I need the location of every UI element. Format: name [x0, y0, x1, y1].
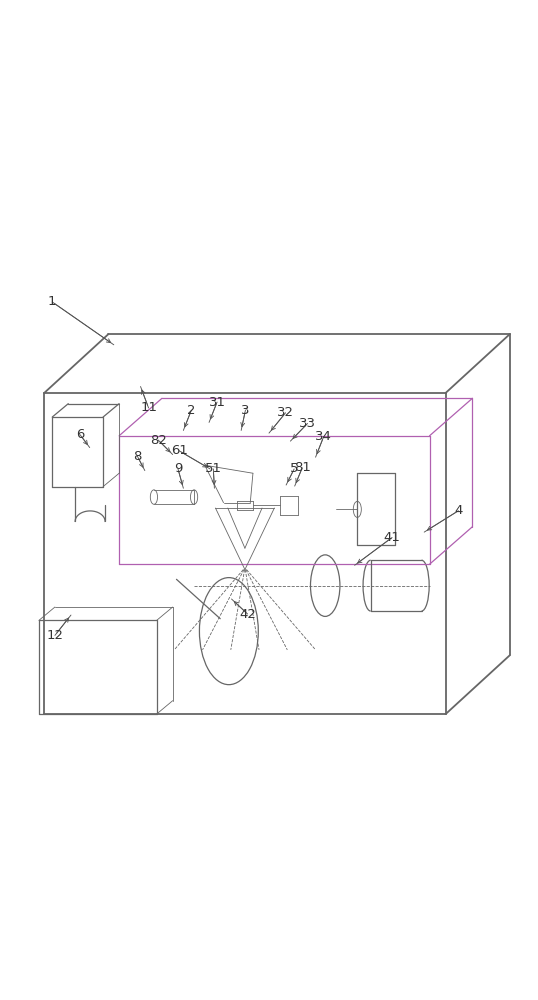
Text: 12: 12: [46, 629, 63, 642]
Text: 42: 42: [239, 608, 256, 621]
Text: 11: 11: [140, 401, 157, 414]
Text: 9: 9: [174, 462, 182, 475]
Text: 8: 8: [133, 450, 141, 463]
Text: 32: 32: [277, 406, 294, 419]
Text: 5: 5: [290, 462, 299, 475]
Text: 82: 82: [150, 434, 167, 447]
Text: 3: 3: [241, 404, 250, 417]
Text: 33: 33: [299, 417, 316, 430]
Text: 51: 51: [205, 462, 222, 475]
Text: 31: 31: [209, 396, 225, 409]
Text: 34: 34: [315, 430, 332, 443]
Text: 41: 41: [384, 531, 400, 544]
Text: 81: 81: [294, 461, 310, 474]
Text: 4: 4: [454, 504, 463, 517]
Text: 1: 1: [48, 295, 56, 308]
Text: 2: 2: [187, 404, 196, 417]
Text: 61: 61: [171, 444, 188, 457]
Text: 6: 6: [76, 428, 84, 441]
